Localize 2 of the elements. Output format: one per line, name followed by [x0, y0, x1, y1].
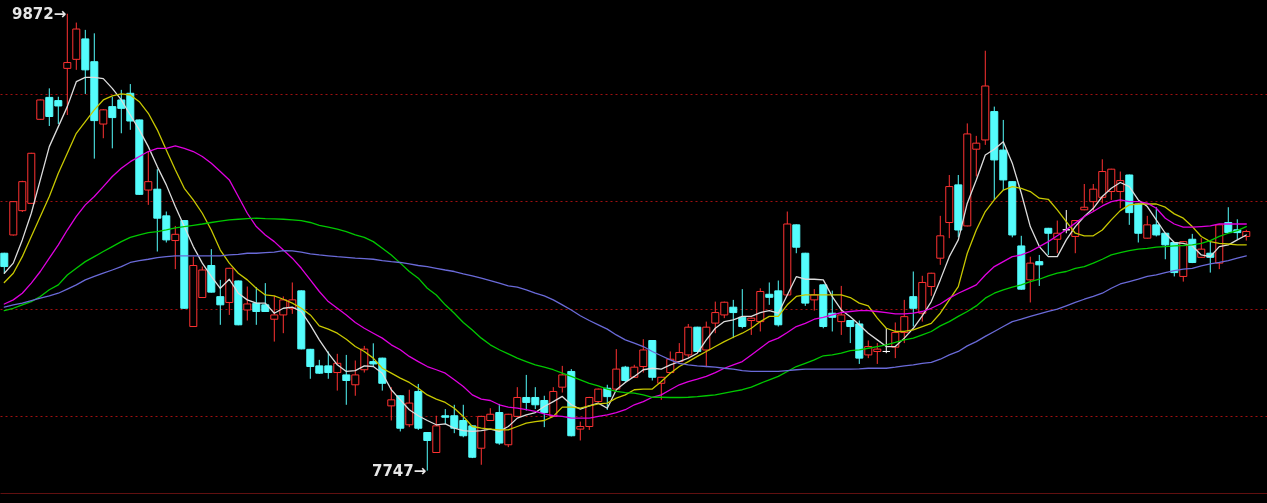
- annotation: 9872→: [11, 4, 67, 23]
- annotation: 7747→: [371, 461, 427, 480]
